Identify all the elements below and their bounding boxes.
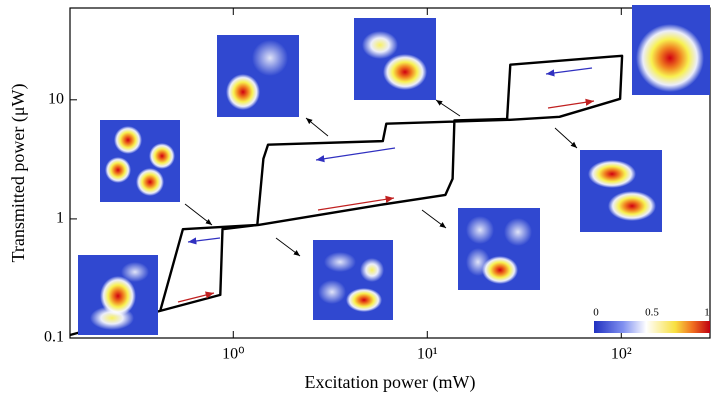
pointer xyxy=(185,204,212,225)
inset-image xyxy=(632,5,710,95)
y-tick-label: 0.1 xyxy=(44,329,64,346)
page: {"chart_data": {"type": "line", "log_x":… xyxy=(0,0,711,399)
x-tick-label: 10² xyxy=(611,346,632,363)
inset-image xyxy=(100,120,180,202)
arrow-down xyxy=(188,238,220,242)
inset-image xyxy=(458,208,540,290)
x-tick-label: 10⁰ xyxy=(222,346,244,363)
insets xyxy=(78,5,710,335)
pointer xyxy=(276,238,300,256)
y-tick-label: 10 xyxy=(48,90,64,107)
chart: 0 0.5 1 Excitation power (mW) Transmitte… xyxy=(0,0,711,399)
arrow-down xyxy=(546,68,592,74)
y-tick-label: 1 xyxy=(56,210,64,227)
colorbar-label: 0.5 xyxy=(645,307,659,319)
colorbar-label: 1 xyxy=(704,307,710,319)
x-axis-label: Excitation power (mW) xyxy=(305,372,476,393)
pointer xyxy=(306,118,328,136)
pointer xyxy=(422,210,446,228)
pointer xyxy=(555,128,577,148)
arrow-down xyxy=(316,148,395,160)
inset-image xyxy=(78,255,158,335)
colorbar-gradient xyxy=(594,321,710,333)
arrow-up xyxy=(548,101,594,108)
x-tick-label: 10¹ xyxy=(417,346,438,363)
inset-image xyxy=(580,150,662,232)
y-axis-label: Transmitted power (μW) xyxy=(8,84,29,263)
pointer xyxy=(436,100,460,116)
colorbar-label: 0 xyxy=(593,307,599,319)
colorbar: 0 0.5 1 xyxy=(593,307,710,333)
inset-image xyxy=(313,240,393,320)
inset-image xyxy=(217,35,299,117)
inset-image xyxy=(354,18,436,100)
